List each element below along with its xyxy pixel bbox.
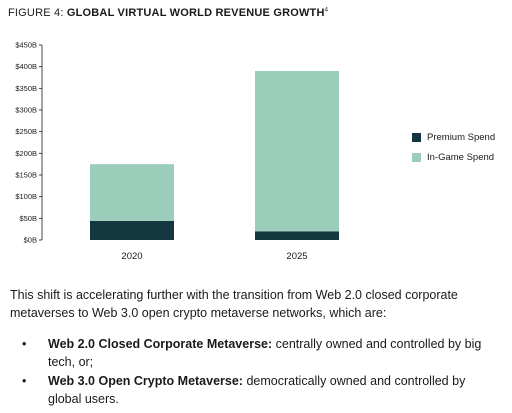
- bar-2025-premium-spend: [255, 231, 339, 240]
- bar-2020-premium-spend: [90, 220, 174, 240]
- legend-swatch-premium: [412, 132, 421, 142]
- y-tick-label: $200B: [15, 149, 37, 158]
- y-tick-label: $250B: [15, 127, 37, 136]
- x-category-label: 2020: [121, 251, 142, 262]
- chart-legend: Premium Spend In-Game Spend: [412, 127, 495, 167]
- bullet-marker: •: [22, 374, 27, 388]
- y-tick-label: $0B: [24, 236, 37, 245]
- figure-label: FIGURE 4:: [8, 7, 64, 19]
- body-paragraph: This shift is accelerating further with …: [10, 288, 458, 320]
- legend-item-ingame: In-Game Spend: [412, 147, 495, 167]
- bullet-term: Web 2.0 Closed Corporate Metaverse:: [48, 337, 273, 351]
- bars: [90, 71, 339, 240]
- y-axis: $0B $50B $100B $150B $200B $250B $300B $350B $40…: [15, 41, 43, 245]
- bar-2025-in-game-spend: [255, 71, 339, 232]
- y-tick-label: $300B: [15, 106, 37, 115]
- bullet-list: • Web 2.0 Closed Corporate Metaverse: ce…: [10, 335, 500, 409]
- y-tick-label: $400B: [15, 62, 37, 71]
- y-tick-label: $350B: [15, 84, 37, 93]
- bar-2020-in-game-spend: [90, 164, 174, 221]
- figure-footnote-ref: 4: [324, 7, 329, 14]
- y-tick-label: $150B: [15, 171, 37, 180]
- x-axis-labels: 2020 2025: [121, 251, 307, 262]
- figure-title-text: GLOBAL VIRTUAL WORLD REVENUE GROWTH: [66, 7, 325, 19]
- bullet-term: Web 3.0 Open Crypto Metaverse:: [48, 374, 243, 388]
- bullet-text: democratically owned and controlled by g…: [48, 374, 466, 406]
- y-tick-label: $100B: [15, 192, 37, 201]
- x-category-label: 2025: [286, 251, 307, 262]
- bullet-text: centrally owned and controlled by big te…: [48, 337, 482, 369]
- legend-swatch-ingame: [412, 152, 421, 162]
- legend-label-premium: Premium Spend: [427, 131, 496, 143]
- legend-item-premium: Premium Spend: [412, 127, 495, 147]
- bullet-item-web3: • Web 3.0 Open Crypto Metaverse: democra…: [10, 372, 500, 408]
- legend-label-ingame: In-Game Spend: [427, 151, 495, 163]
- figure-title: FIGURE 4: GLOBAL VIRTUAL WORLD REVENUE G…: [8, 7, 328, 19]
- bullet-item-web2: • Web 2.0 Closed Corporate Metaverse: ce…: [10, 335, 500, 371]
- y-tick-label: $50B: [19, 214, 37, 223]
- y-tick-label: $450B: [15, 41, 37, 50]
- bullet-marker: •: [22, 337, 27, 351]
- revenue-bar-chart: $0B $50B $100B $150B $200B $250B $300B $350B $40…: [15, 41, 339, 262]
